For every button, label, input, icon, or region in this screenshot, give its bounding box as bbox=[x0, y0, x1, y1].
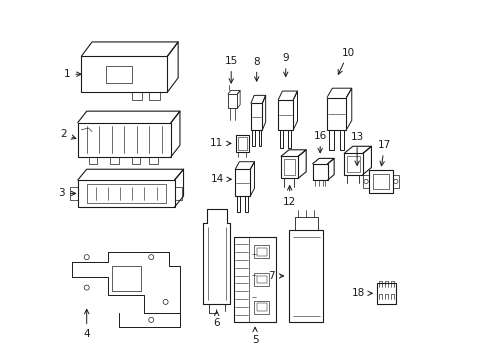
Text: 3: 3 bbox=[58, 188, 76, 198]
Text: 7: 7 bbox=[267, 271, 283, 281]
Text: 16: 16 bbox=[313, 131, 326, 153]
Text: 12: 12 bbox=[283, 186, 296, 207]
Text: 6: 6 bbox=[213, 311, 220, 328]
Text: 17: 17 bbox=[377, 140, 390, 166]
Text: 18: 18 bbox=[351, 288, 371, 298]
Text: 10: 10 bbox=[338, 48, 354, 74]
Text: 13: 13 bbox=[350, 132, 363, 165]
Text: 15: 15 bbox=[224, 56, 237, 83]
Text: 5: 5 bbox=[251, 327, 258, 345]
Text: 11: 11 bbox=[210, 139, 230, 148]
Text: 2: 2 bbox=[60, 129, 76, 139]
Text: 1: 1 bbox=[63, 69, 81, 79]
Text: 4: 4 bbox=[83, 309, 90, 339]
Text: 14: 14 bbox=[210, 174, 231, 184]
Text: 9: 9 bbox=[282, 53, 288, 76]
Text: 8: 8 bbox=[253, 57, 260, 81]
